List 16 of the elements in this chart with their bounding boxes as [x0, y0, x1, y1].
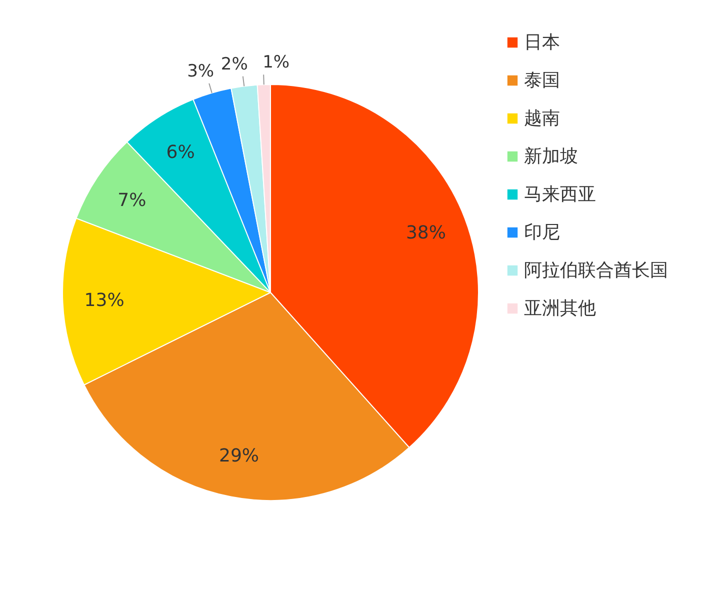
data-label: 1% — [262, 52, 290, 73]
data-label: 38% — [406, 222, 446, 244]
legend-label: 阿拉伯联合酋长国 — [524, 259, 668, 282]
legend-label: 亚洲其他 — [524, 297, 596, 320]
data-label: 6% — [166, 142, 195, 164]
data-label: 2% — [220, 54, 248, 74]
legend-label: 越南 — [524, 107, 560, 130]
legend-label: 日本 — [524, 31, 560, 54]
data-label: 13% — [84, 290, 124, 311]
data-label: 3% — [187, 61, 214, 82]
data-label: 7% — [118, 190, 146, 211]
legend-label: 马来西亚 — [524, 183, 596, 206]
legend-label: 泰国 — [524, 69, 560, 92]
data-label: 29% — [219, 445, 260, 466]
legend-label: 新加坡 — [524, 145, 578, 168]
legend-label: 印尼 — [524, 221, 560, 244]
